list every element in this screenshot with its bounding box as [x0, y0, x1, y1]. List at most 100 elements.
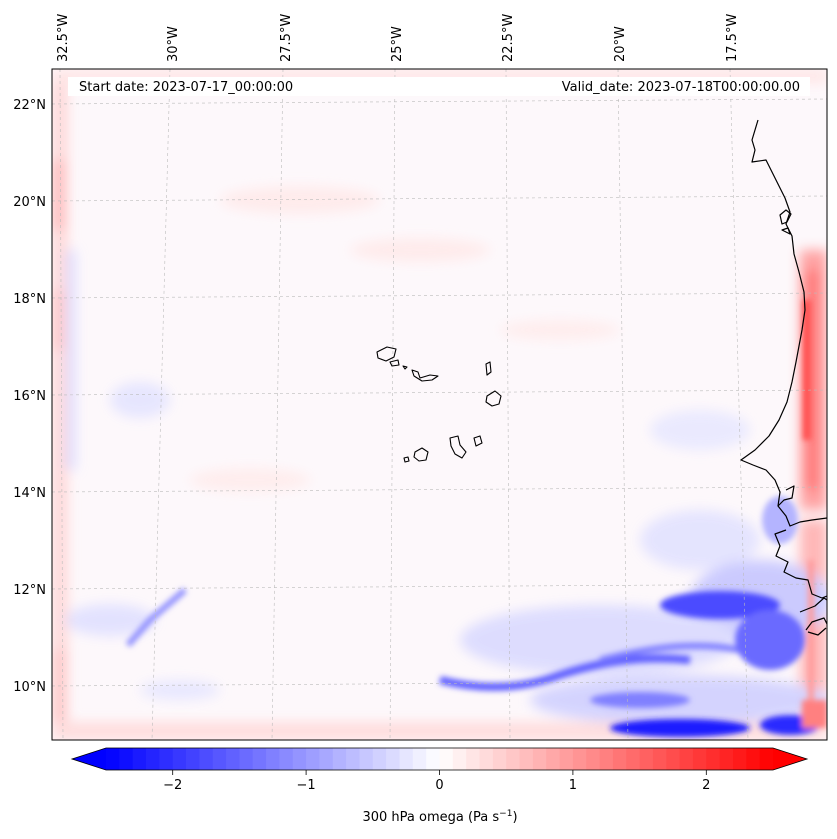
- colorbar-tick-label: 1: [569, 778, 577, 793]
- map-frame: [51, 68, 828, 741]
- island-sao-vicente: [389, 359, 400, 367]
- colorbar-cell: [359, 748, 374, 770]
- lon-tick-label: 25°W: [390, 26, 405, 62]
- colorbar-cell: [559, 748, 574, 770]
- colorbar-cell: [332, 748, 347, 770]
- colorbar-cell: [479, 748, 494, 770]
- colorbar-cell: [186, 748, 200, 770]
- colorbar-cell: [159, 748, 174, 770]
- colorbar-cell: [266, 748, 281, 770]
- gridlines: [52, 69, 827, 740]
- colorbar-cell: [706, 748, 721, 770]
- island-fogo: [413, 447, 429, 462]
- colorbar-cell: [439, 748, 454, 770]
- lat-tick-label: 18°N: [13, 292, 46, 307]
- colorbar-tick-label: 2: [702, 778, 710, 793]
- colorbar-cell: [239, 748, 254, 770]
- lat-tick-label: 10°N: [13, 680, 46, 695]
- coastline-senegal-south: [774, 529, 827, 599]
- latitude-tick-labels: 22°N 20°N 18°N 16°N 14°N 12°N 10°N: [13, 98, 46, 695]
- coastline-guinea: [799, 597, 827, 636]
- lon-tick-label: 20°W: [613, 26, 628, 62]
- coastline-bays: [779, 209, 792, 235]
- colorbar: −2 −1 0 1 2 300 hPa omega (Pa s−1): [70, 747, 809, 825]
- colorbar-cell: [639, 748, 654, 770]
- coastline-africa: [740, 119, 827, 527]
- colorbar-cell: [492, 748, 507, 770]
- lat-tick-label: 22°N: [13, 98, 46, 113]
- lon-tick-label: 27.5°W: [279, 14, 294, 62]
- coastlines: [740, 119, 827, 636]
- colorbar-cell: [426, 748, 441, 770]
- colorbar-cell: [666, 748, 681, 770]
- island-sal: [485, 361, 492, 376]
- colorbar-cell: [106, 748, 120, 770]
- colorbar-cell: [692, 748, 707, 770]
- colorbar-cell: [652, 748, 667, 770]
- lat-tick-label: 20°N: [13, 195, 46, 210]
- colorbar-cell: [306, 748, 321, 770]
- colorbar-cell: [679, 748, 694, 770]
- longitude-tick-labels: 32.5°W 30°W 27.5°W 25°W 22.5°W 20°W 17.5…: [56, 14, 740, 62]
- colorbar-cell: [372, 748, 387, 770]
- island-sao-nicolau: [411, 369, 439, 382]
- colorbar-cell: [746, 748, 761, 770]
- map-panel: [52, 69, 827, 740]
- date-strip: [68, 77, 810, 96]
- colorbar-cell: [546, 748, 561, 770]
- colorbar-cell: [412, 748, 427, 770]
- colorbar-cell: [466, 748, 481, 770]
- colorbar-extend-max: [773, 748, 807, 770]
- colorbar-cell: [346, 748, 361, 770]
- colorbar-ticks: −2 −1 0 1 2: [163, 770, 710, 793]
- colorbar-cell: [199, 748, 214, 770]
- colorbar-cell: [146, 748, 160, 770]
- lon-tick-label: 22.5°W: [501, 14, 516, 62]
- colorbar-cell: [292, 748, 307, 770]
- colorbar-cell: [759, 748, 774, 770]
- island-santo-antao: [376, 346, 397, 362]
- colorbar-tick-label: −1: [297, 778, 316, 793]
- colorbar-cell: [119, 748, 134, 770]
- lat-tick-label: 12°N: [13, 583, 46, 598]
- colorbar-tick-label: 0: [435, 778, 443, 793]
- colorbar-cell: [599, 748, 614, 770]
- colorbar-cell: [532, 748, 547, 770]
- cape-verde-islands: [376, 346, 502, 463]
- island-santiago: [449, 435, 467, 459]
- island-maio: [473, 435, 483, 447]
- colorbar-cell: [612, 748, 627, 770]
- valid-date-label: Valid_date: 2023-07-18T00:00:00.00: [562, 80, 800, 95]
- colorbar-cell: [252, 748, 267, 770]
- colorbar-cell: [212, 748, 227, 770]
- lon-tick-label: 30°W: [166, 26, 181, 62]
- colorbar-cells: [106, 748, 774, 770]
- colorbar-cell: [172, 748, 187, 770]
- colorbar-cell: [519, 748, 534, 770]
- colorbar-cell: [626, 748, 641, 770]
- lon-tick-label: 17.5°W: [725, 14, 740, 62]
- colorbar-cell: [399, 748, 414, 770]
- colorbar-cell: [132, 748, 147, 770]
- colorbar-cell: [732, 748, 747, 770]
- colorbar-label: 300 hPa omega (Pa s−1): [362, 809, 517, 825]
- island-brava: [403, 456, 410, 463]
- coastline-gambia: [777, 485, 795, 507]
- colorbar-cell: [386, 748, 401, 770]
- island-santa-luzia: [402, 365, 408, 370]
- island-boa-vista: [485, 390, 502, 407]
- colorbar-cell: [586, 748, 601, 770]
- colorbar-cell: [452, 748, 467, 770]
- lon-tick-label: 32.5°W: [56, 14, 71, 62]
- colorbar-cell: [226, 748, 240, 770]
- colorbar-cell: [572, 748, 587, 770]
- colorbar-extend-min: [72, 748, 106, 770]
- colorbar-cell: [279, 748, 294, 770]
- colorbar-cell: [719, 748, 734, 770]
- colorbar-tick-label: −2: [163, 778, 182, 793]
- start-date-label: Start date: 2023-07-17_00:00:00: [79, 80, 293, 95]
- colorbar-cell: [506, 748, 521, 770]
- lat-tick-label: 16°N: [13, 389, 46, 404]
